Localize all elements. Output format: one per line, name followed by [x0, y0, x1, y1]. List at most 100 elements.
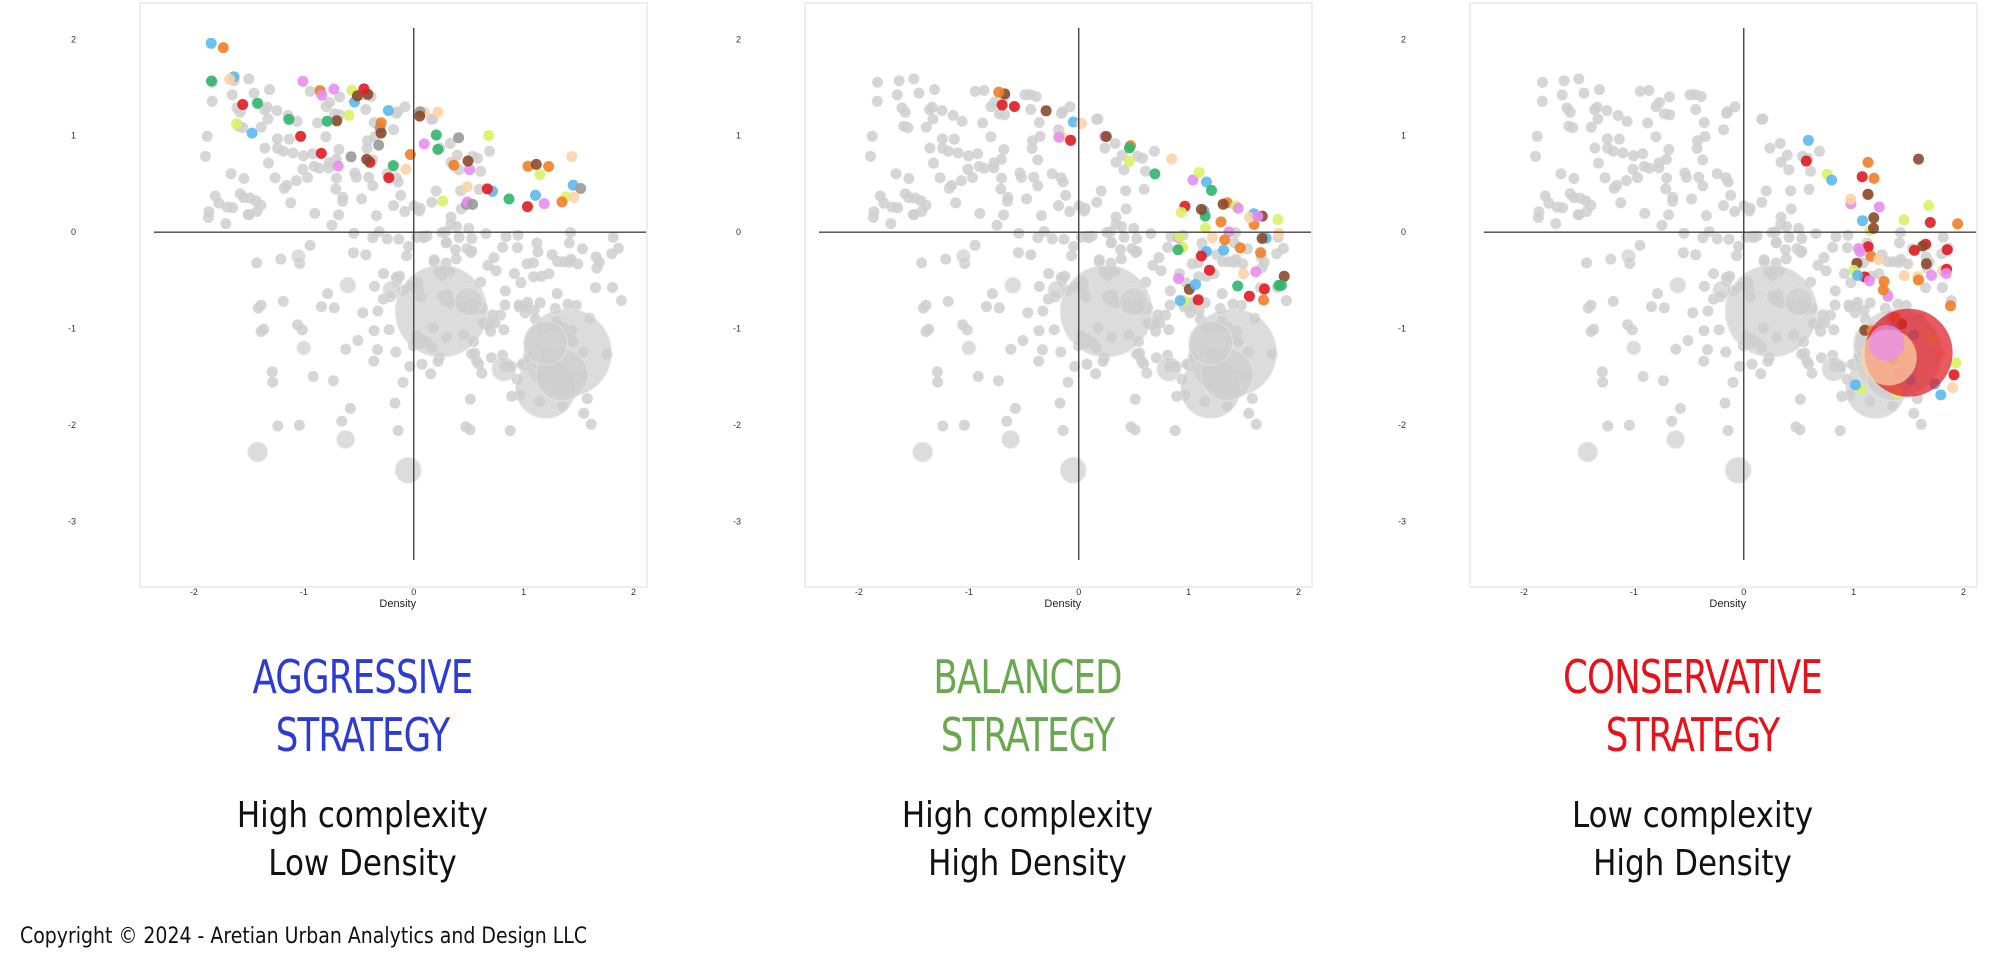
background-bubble: [1119, 287, 1149, 317]
highlighted-point: [1190, 279, 1201, 290]
background-point: [1132, 150, 1143, 162]
background-point: [484, 316, 496, 328]
background-point: [500, 231, 512, 243]
background-point: [356, 193, 368, 205]
background-point: [209, 190, 221, 202]
highlighted-point: [1175, 206, 1187, 218]
background-point: [898, 120, 910, 132]
background-point: [388, 200, 399, 212]
background-point: [1129, 393, 1141, 405]
background-point: [1258, 256, 1270, 268]
balanced-strategy-title: BALANCED STRATEGY: [767, 648, 1287, 764]
background-point: [1227, 298, 1239, 310]
highlighted-point: [1234, 242, 1246, 254]
background-point: [1775, 156, 1787, 168]
background-point: [1664, 109, 1676, 121]
background-point: [1818, 252, 1830, 264]
background-point: [1612, 110, 1624, 121]
background-bubble: [491, 356, 517, 382]
background-point: [1810, 228, 1822, 240]
background-point: [1105, 236, 1117, 248]
background-point: [1551, 201, 1563, 213]
highlighted-point: [345, 151, 357, 163]
background-point: [1650, 131, 1662, 143]
background-point: [1033, 117, 1045, 128]
balanced-title-line-2: STRATEGY: [940, 708, 1115, 762]
highlighted-point: [1862, 241, 1874, 253]
background-point: [1734, 360, 1746, 372]
background-bubble: [1047, 280, 1067, 300]
background-point: [430, 185, 442, 197]
x-axis-label: Density: [1044, 598, 1081, 610]
background-point: [1592, 113, 1604, 125]
background-point: [1536, 95, 1548, 107]
background-point: [1758, 256, 1770, 268]
highlighted-point: [1238, 268, 1249, 280]
highlighted-point: [1923, 200, 1935, 211]
background-point: [962, 163, 974, 175]
background-point: [570, 299, 582, 311]
background-bubble: [1666, 430, 1686, 449]
y-tick-label: -1: [68, 324, 76, 334]
background-point: [1012, 247, 1024, 259]
background-point: [1271, 248, 1283, 260]
background-point: [498, 324, 510, 336]
background-point: [515, 277, 527, 289]
background-point: [1149, 316, 1161, 328]
background-point: [1055, 107, 1067, 119]
aggressive-title-line-2: STRATEGY: [275, 708, 450, 762]
background-point: [499, 285, 511, 297]
highlighted-point: [432, 106, 444, 118]
background-point: [1667, 191, 1679, 203]
background-point: [1558, 75, 1570, 87]
background-point: [243, 73, 255, 85]
highlighted-point: [295, 130, 307, 142]
background-point: [1722, 425, 1734, 436]
background-point: [202, 212, 214, 223]
background-point: [397, 376, 409, 388]
background-point: [263, 157, 274, 169]
background-point: [1664, 91, 1675, 103]
background-point: [1719, 397, 1731, 409]
highlighted-point: [467, 198, 479, 210]
background-point: [1596, 366, 1608, 378]
background-point: [1650, 101, 1662, 113]
y-tick-label: -3: [733, 516, 741, 526]
background-point: [1017, 335, 1029, 346]
background-point: [372, 344, 383, 356]
background-point: [262, 113, 274, 125]
highlighted-point: [1868, 212, 1880, 224]
background-point: [1028, 171, 1040, 183]
background-point: [1841, 242, 1853, 254]
background-point: [1827, 241, 1839, 253]
highlighted-point: [448, 159, 460, 171]
background-point: [508, 268, 520, 280]
background-point: [958, 419, 970, 431]
background-point: [1068, 240, 1080, 252]
background-point: [1594, 84, 1605, 96]
background-point: [413, 205, 425, 217]
background-point: [1162, 241, 1174, 253]
highlighted-point: [1206, 184, 1217, 196]
background-point: [1001, 415, 1013, 427]
background-point: [469, 347, 481, 359]
background-point: [1141, 367, 1153, 379]
background-bubble: [296, 340, 312, 356]
background-point: [368, 355, 380, 367]
background-point: [1893, 237, 1905, 249]
background-point: [1581, 257, 1593, 269]
highlighted-point: [1935, 389, 1947, 401]
background-point: [1760, 185, 1772, 197]
background-point: [1090, 368, 1102, 380]
highlighted-point: [1192, 294, 1204, 306]
highlighted-point: [206, 75, 217, 87]
background-point: [1005, 343, 1017, 355]
background-point: [1634, 239, 1646, 251]
background-point: [220, 218, 232, 230]
background-point: [1937, 231, 1949, 243]
highlighted-point: [400, 163, 412, 175]
background-point: [963, 150, 974, 162]
background-point: [1093, 256, 1105, 268]
background-point: [1626, 324, 1638, 336]
background-point: [1828, 324, 1840, 336]
